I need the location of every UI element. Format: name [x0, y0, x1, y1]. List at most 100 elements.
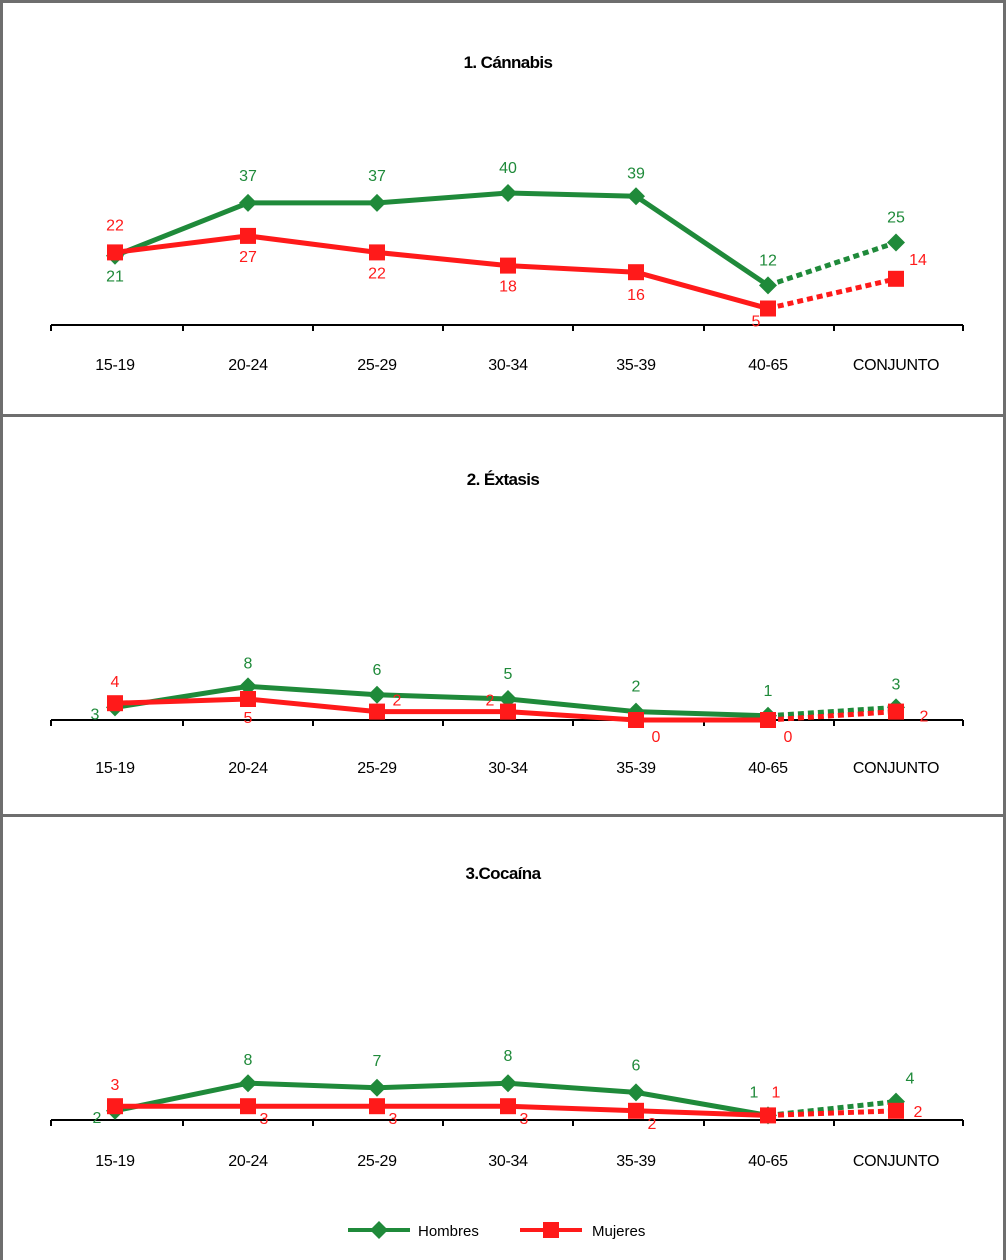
- cannabis-mujeres-point: [888, 270, 904, 287]
- cannabis-hombres-point: [239, 193, 257, 212]
- cocaina-mujeres-point: [628, 1102, 644, 1119]
- cannabis-mujeres-value-label: 22: [106, 217, 124, 234]
- extasis-tick-label: CONJUNTO: [853, 760, 939, 777]
- cannabis-chart: 15-19 20-24 25-29 30-34 35-39 40-65 CONJUNTO 21…: [50, 160, 964, 374]
- extasis-tick-label: 15-19: [95, 760, 135, 777]
- extasis-tick-label: 30-34: [488, 760, 528, 777]
- cannabis-mujeres-point: [240, 227, 256, 244]
- cannabis-mujeres-point: [760, 300, 776, 317]
- extasis-mujeres-value-label: 4: [111, 674, 120, 691]
- extasis-mujeres-value-label: 5: [244, 710, 253, 727]
- cocaina-mujeres-line: [115, 1103, 769, 1118]
- cannabis-hombres-point: [759, 276, 777, 295]
- cannabis-mujeres-point: [107, 244, 123, 261]
- cannabis-hombres-value-label: 37: [239, 168, 257, 185]
- chart-1-title: 1. Cánnabis: [464, 53, 553, 72]
- cannabis-panel: [0, 0, 1006, 422]
- cannabis-hombres-point: [499, 184, 517, 202]
- cannabis-mujeres-conjunto-line: [767, 276, 897, 311]
- cocaina-tick-label: 25-29: [357, 1153, 397, 1170]
- legend-hombres-marker: [370, 1221, 388, 1239]
- cocaina-mujeres-point: [369, 1098, 385, 1115]
- extasis-mujeres-point: [760, 712, 776, 728]
- cocaina-hombres-value-label: 2: [93, 1110, 102, 1127]
- extasis-chart: 15-19 20-24 25-29 30-34 35-39 40-65 CONJUNTO 3 8…: [50, 655, 964, 777]
- cocaina-mujeres-value-label: 3: [520, 1111, 529, 1128]
- legend-mujeres-label: Mujeres: [592, 1223, 645, 1240]
- cocaina-tick-label: 30-34: [488, 1153, 528, 1170]
- cannabis-mujeres-point: [369, 244, 385, 261]
- chart-2-title: 2. Éxtasis: [467, 470, 540, 489]
- extasis-mujeres-value-label: 2: [393, 693, 402, 710]
- extasis-mujeres-point: [888, 703, 904, 720]
- cocaina-mujeres-point: [240, 1098, 256, 1115]
- extasis-hombres-point: [368, 685, 386, 704]
- cocaina-tick-label: 40-65: [748, 1153, 788, 1170]
- cannabis-hombres-point: [368, 193, 386, 212]
- legend-hombres-label: Hombres: [418, 1223, 479, 1240]
- extasis-hombres-point: [499, 690, 517, 708]
- cocaina-hombres-point: [627, 1083, 645, 1102]
- cannabis-mujeres-value-label: 14: [909, 252, 927, 269]
- cannabis-hombres-value-label: 12: [759, 252, 777, 269]
- cannabis-tick-label: 40-65: [748, 357, 788, 374]
- extasis-tick-label: 35-39: [616, 760, 656, 777]
- cannabis-hombres-value-label: 21: [106, 269, 124, 286]
- cannabis-hombres-value-label: 40: [499, 160, 517, 177]
- cannabis-mujeres-value-label: 5: [752, 314, 761, 331]
- cocaina-tick-label: 35-39: [616, 1153, 656, 1170]
- cocaina-hombres-value-label: 1: [750, 1084, 759, 1101]
- cannabis-hombres-point: [887, 233, 905, 252]
- extasis-mujeres-point: [628, 712, 644, 728]
- cocaina-hombres-value-label: 8: [244, 1052, 253, 1069]
- extasis-hombres-value-label: 8: [244, 655, 253, 672]
- cannabis-tick-label: CONJUNTO: [853, 357, 939, 374]
- cocaina-mujeres-value-label: 3: [260, 1111, 269, 1128]
- extasis-tick-label: 20-24: [228, 760, 268, 777]
- cannabis-mujeres-value-label: 18: [499, 279, 517, 296]
- cannabis-hombres-line: [114, 190, 770, 288]
- extasis-hombres-value-label: 2: [632, 679, 641, 696]
- extasis-hombres-value-label: 3: [91, 706, 100, 723]
- cannabis-mujeres-point: [500, 257, 516, 274]
- cocaina-mujeres-value-label: 2: [648, 1116, 657, 1133]
- extasis-hombres-value-label: 3: [892, 676, 901, 693]
- extasis-mujeres-value-label: 0: [784, 729, 793, 746]
- extasis-hombres-point: [239, 677, 257, 696]
- cannabis-hombres-point: [627, 187, 645, 206]
- extasis-tick-label: 40-65: [748, 760, 788, 777]
- extasis-mujeres-line: [114, 696, 768, 723]
- cocaina-mujeres-point: [107, 1098, 123, 1115]
- cocaina-hombres-point: [499, 1074, 517, 1093]
- cannabis-hombres-value-label: 37: [368, 168, 386, 185]
- cocaina-tick-label: 15-19: [95, 1153, 135, 1170]
- extasis-hombres-value-label: 1: [764, 683, 773, 700]
- cocaina-hombres-point: [368, 1078, 386, 1097]
- cannabis-mujeres-value-label: 22: [368, 265, 386, 282]
- extasis-mujeres-value-label: 2: [920, 709, 929, 726]
- cocaina-mujeres-value-label: 3: [389, 1111, 398, 1128]
- cocaina-hombres-value-label: 6: [632, 1057, 641, 1074]
- cocaina-chart: 15-19 20-24 25-29 30-34 35-39 40-65 CONJUNTO 2 8…: [50, 1048, 964, 1170]
- extasis-panel: [0, 414, 1006, 820]
- chart-3-title: 3.Cocaína: [466, 864, 542, 883]
- cannabis-tick-label: 25-29: [357, 357, 397, 374]
- cocaina-tick-label: CONJUNTO: [853, 1153, 939, 1170]
- extasis-mujeres-value-label: 2: [486, 693, 495, 710]
- cocaina-mujeres-value-label: 2: [914, 1104, 923, 1121]
- cocaina-hombres-value-label: 7: [373, 1053, 382, 1070]
- cocaina-mujeres-point: [888, 1102, 904, 1119]
- extasis-hombres-conjunto-line: [767, 704, 897, 719]
- extasis-mujeres-point: [500, 703, 516, 720]
- cocaina-mujeres-point: [500, 1098, 516, 1115]
- cannabis-tick-label: 20-24: [228, 357, 268, 374]
- cocaina-mujeres-point: [760, 1107, 776, 1124]
- cannabis-tick-label: 35-39: [616, 357, 656, 374]
- legend: Hombres Mujeres: [348, 1221, 645, 1240]
- extasis-hombres-line: [114, 683, 769, 719]
- extasis-mujeres-point: [107, 695, 123, 712]
- extasis-mujeres-point: [240, 691, 256, 707]
- cocaina-mujeres-conjunto-line: [767, 1108, 897, 1118]
- cannabis-hombres-value-label: 25: [887, 210, 905, 227]
